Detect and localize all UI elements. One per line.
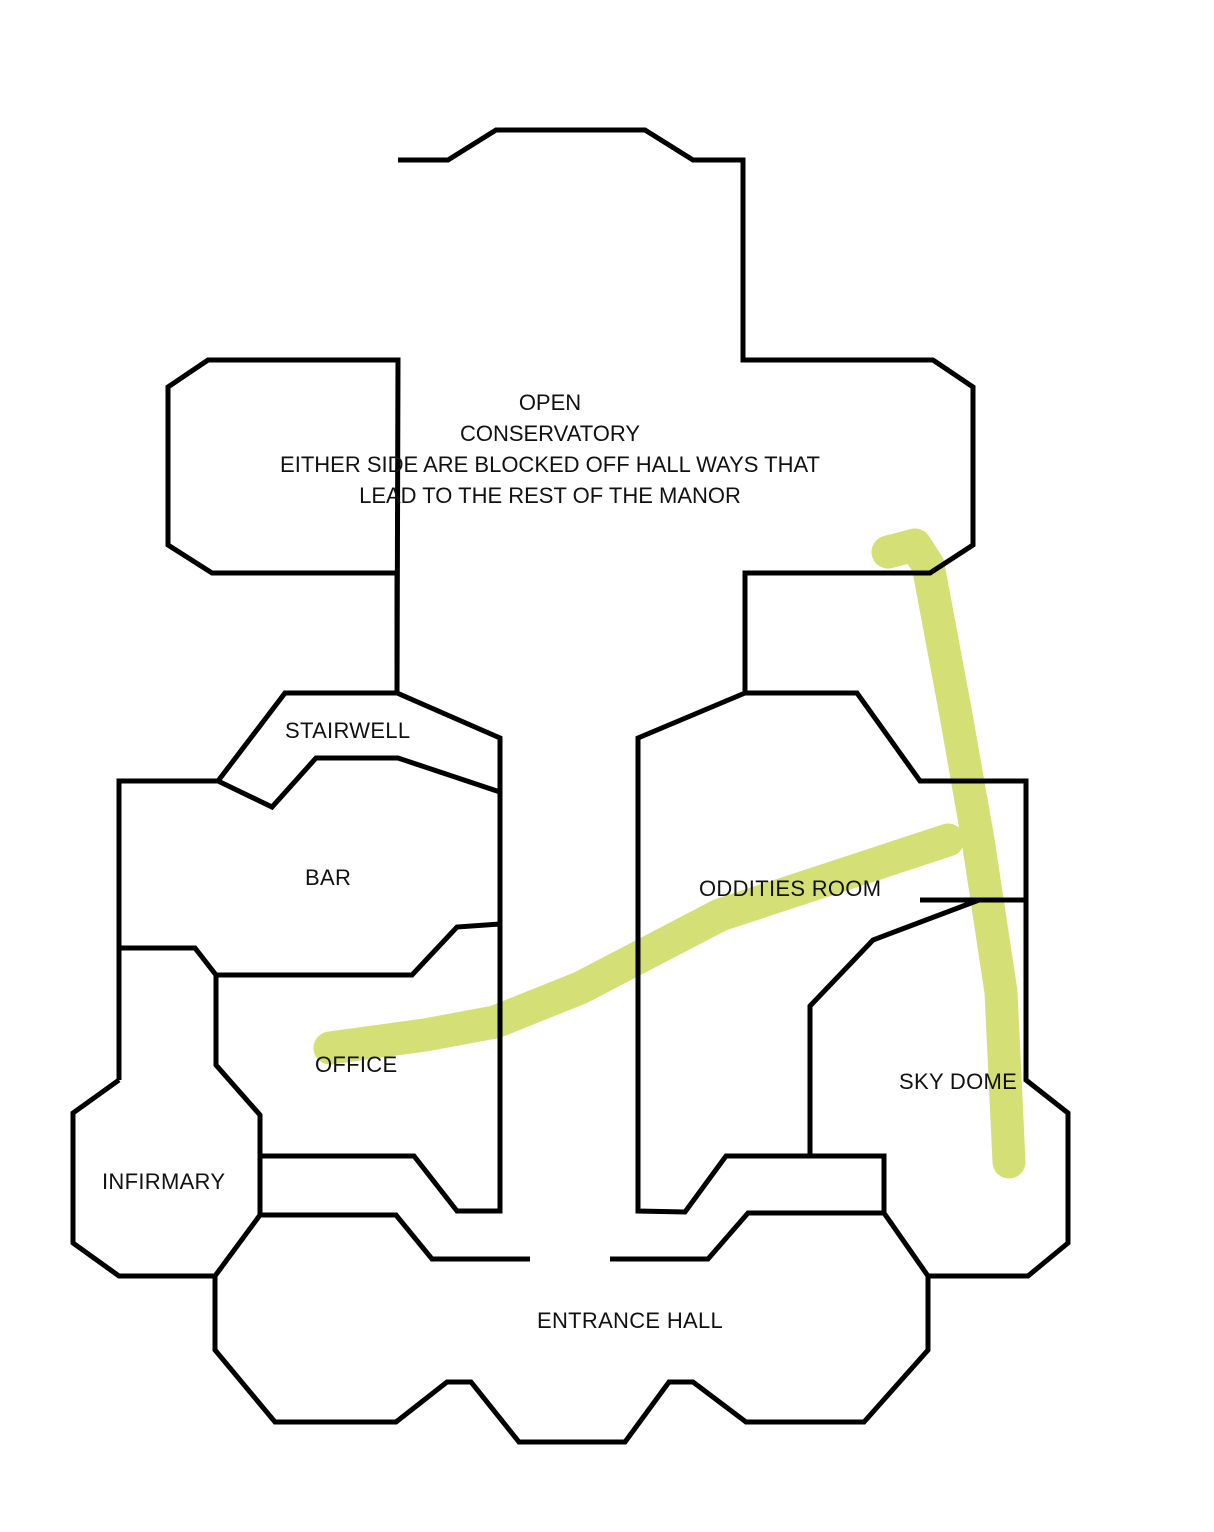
conservatory-label: OPEN CONSERVATORY EITHER SIDE ARE BLOCKE… [0, 387, 1100, 511]
route-office-to-oddities [313, 823, 965, 1065]
west-wing-east-wall [260, 738, 503, 1214]
conservatory-line-1: OPEN [518, 390, 582, 415]
conservatory-wall [165, 127, 976, 694]
infirmary-wall [70, 1077, 263, 1279]
conservatory-line-4: LEAD TO THE REST OF THE MANOR [359, 483, 741, 508]
stairwell-wall [216, 690, 503, 811]
entrance-hall-wall [212, 1212, 931, 1445]
bar-wall [116, 778, 501, 1080]
conservatory-line-2: CONSERVATORY [459, 421, 641, 446]
sky-dome-label: SKY DOME [899, 1069, 1018, 1094]
infirmary-label: INFIRMARY [102, 1169, 226, 1194]
bar-label: BAR [305, 865, 352, 890]
sky-dome-wall [807, 897, 980, 1156]
route-conservatory-to-sky-dome [871, 528, 1026, 1179]
walls [70, 127, 1071, 1445]
conservatory-line-3: EITHER SIDE ARE BLOCKED OFF HALL WAYS TH… [280, 452, 820, 477]
oddities-room-label: ODDITIES ROOM [699, 876, 882, 901]
stairwell-label: STAIRWELL [285, 718, 411, 743]
office-wall [213, 975, 263, 1215]
office-label: OFFICE [315, 1052, 398, 1077]
entrance-hall-label: ENTRANCE HALL [537, 1308, 724, 1333]
route-highlights [313, 528, 1026, 1179]
